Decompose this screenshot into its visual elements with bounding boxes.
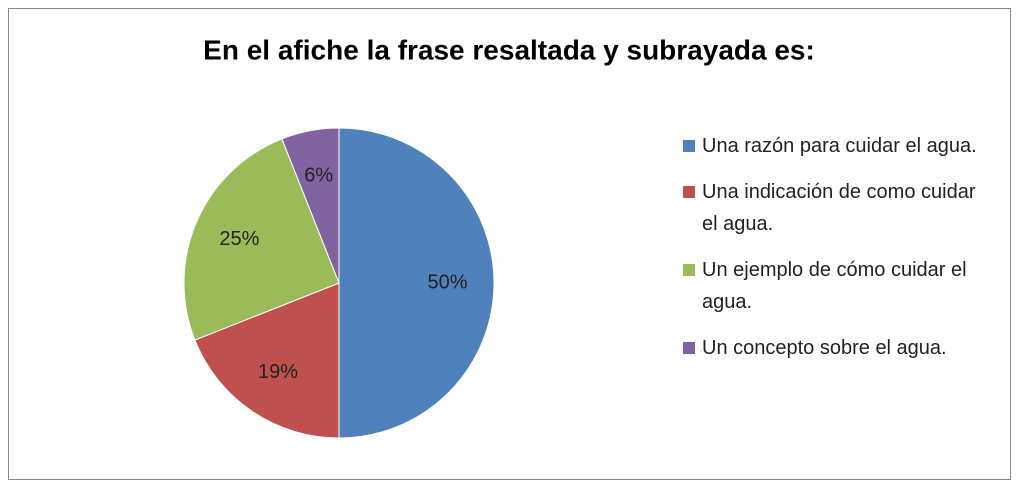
chart-border (8, 8, 1011, 480)
legend-label: Un concepto sobre el agua. (702, 337, 947, 359)
legend-item: Un ejemplo de cómo cuidar el agua. (683, 254, 993, 318)
data-label: 19% (258, 361, 298, 383)
legend-item: Un concepto sobre el agua. (683, 332, 993, 364)
legend-swatch (683, 342, 695, 354)
legend-item: Una razón para cuidar el agua. (683, 130, 993, 162)
data-label: 25% (219, 228, 259, 250)
legend-label: Una indicación de como cuidar el agua. (702, 181, 976, 235)
pie-slice (338, 127, 495, 439)
legend: Una razón para cuidar el agua. Una indica… (683, 130, 993, 378)
pie-slice (194, 282, 340, 439)
pie-slice (281, 127, 340, 284)
legend-swatch (683, 264, 695, 276)
legend-swatch (683, 186, 695, 198)
legend-item: Una indicación de como cuidar el agua. (683, 176, 993, 240)
legend-swatch (683, 140, 695, 152)
chart-title: En el afiche la frase resaltada y subray… (203, 34, 815, 65)
data-label: 50% (427, 271, 467, 293)
legend-label: Una razón para cuidar el agua. (702, 135, 977, 157)
legend-label: Un ejemplo de cómo cuidar el agua. (702, 259, 967, 313)
data-label: 6% (304, 165, 333, 187)
pie-slice (183, 138, 340, 341)
